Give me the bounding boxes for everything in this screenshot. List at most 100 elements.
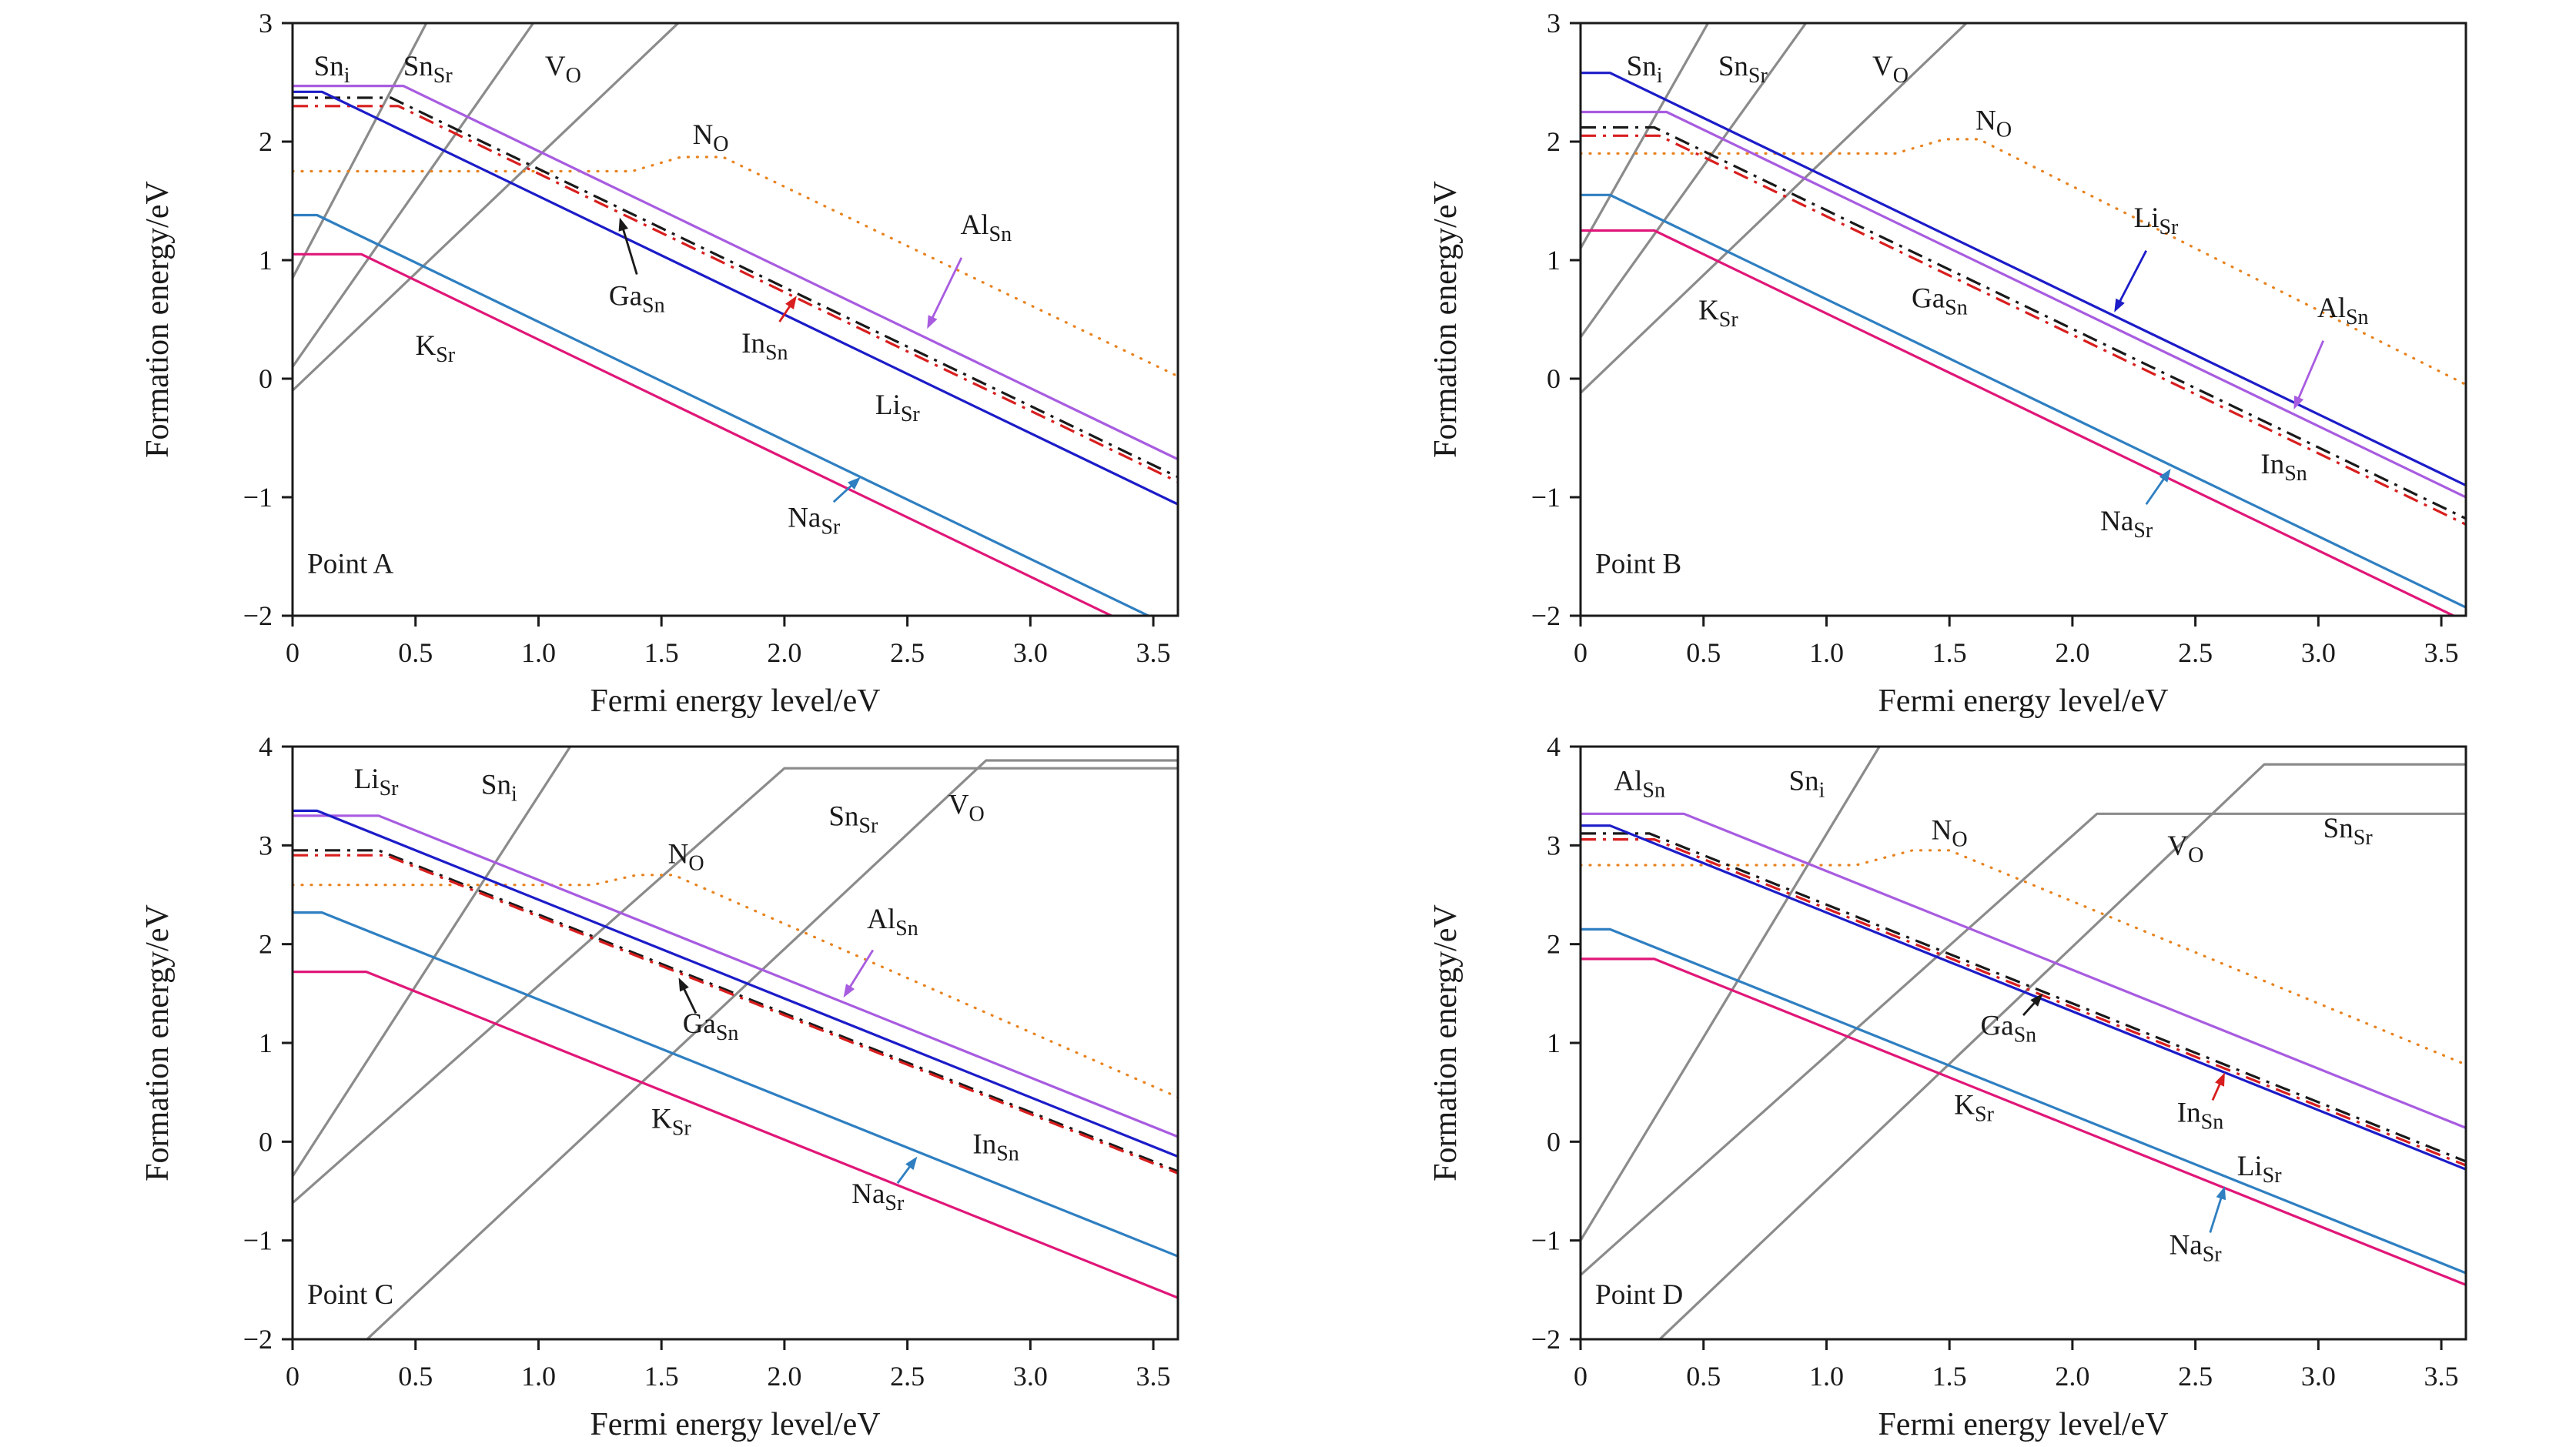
svg-text:NaSr: NaSr [2100, 506, 2153, 543]
svg-text:2.5: 2.5 [2178, 637, 2213, 668]
svg-text:−1: −1 [1531, 1225, 1561, 1256]
svg-text:LiSr: LiSr [354, 764, 399, 800]
svg-text:4: 4 [1547, 731, 1561, 762]
svg-text:InSn: InSn [741, 328, 788, 365]
svg-text:1: 1 [1547, 1028, 1561, 1058]
svg-text:−1: −1 [243, 1225, 273, 1256]
svg-text:3: 3 [259, 830, 273, 861]
svg-text:1.5: 1.5 [644, 637, 679, 668]
svg-text:3.0: 3.0 [1013, 637, 1048, 668]
svg-text:SnSr: SnSr [2323, 813, 2374, 850]
svg-text:−1: −1 [243, 482, 273, 513]
svg-text:NaSr: NaSr [2170, 1230, 2223, 1267]
svg-text:3.5: 3.5 [2424, 637, 2459, 668]
svg-text:Sni: Sni [1788, 765, 1825, 802]
svg-text:0: 0 [286, 637, 299, 668]
svg-text:InSn: InSn [972, 1129, 1019, 1166]
svg-text:AlSn: AlSn [867, 904, 918, 941]
svg-text:3: 3 [1547, 830, 1561, 861]
svg-text:SnSr: SnSr [403, 51, 453, 88]
svg-text:Fermi energy level/eV: Fermi energy level/eV [590, 1407, 880, 1442]
svg-text:−2: −2 [243, 600, 273, 631]
svg-text:1.0: 1.0 [521, 1361, 556, 1392]
svg-text:0: 0 [1547, 363, 1561, 394]
panel-point-a: 0 0.5 1.0 1.5 2.0 2.5 3.0 3.5 −2 −1 0 1 2 3 Fermi ener… [0, 0, 1288, 724]
formation-energy-chart-point-b: 0 0.5 1.0 1.5 2.0 2.5 3.0 3.5 −2 −1 0 1 2 3 Fermi ener… [1428, 8, 2467, 719]
svg-text:AlSn: AlSn [2317, 292, 2369, 329]
svg-text:VO: VO [545, 51, 581, 88]
svg-text:NO: NO [1975, 105, 2012, 142]
svg-text:0.5: 0.5 [1686, 1361, 1721, 1392]
svg-text:3.5: 3.5 [1136, 1361, 1171, 1392]
svg-text:Fermi energy level/eV: Fermi energy level/eV [590, 683, 880, 719]
svg-text:GaSn: GaSn [683, 1008, 739, 1045]
svg-text:0.5: 0.5 [398, 637, 433, 668]
svg-text:3.0: 3.0 [2301, 1361, 2336, 1392]
svg-text:InSn: InSn [2177, 1098, 2223, 1135]
svg-text:3.5: 3.5 [2424, 1361, 2459, 1392]
svg-text:Sni: Sni [481, 770, 517, 807]
svg-text:−1: −1 [1531, 482, 1561, 513]
svg-text:1.5: 1.5 [644, 1361, 679, 1392]
svg-text:Point C: Point C [307, 1279, 393, 1311]
svg-text:0: 0 [259, 363, 273, 394]
svg-text:AlSn: AlSn [961, 209, 1012, 246]
svg-text:VO: VO [948, 789, 985, 826]
svg-text:Sni: Sni [314, 51, 350, 88]
svg-text:1.0: 1.0 [1809, 637, 1844, 668]
svg-text:2.0: 2.0 [767, 637, 801, 668]
svg-text:NO: NO [668, 838, 704, 875]
svg-text:LiSr: LiSr [2134, 202, 2179, 239]
svg-text:0: 0 [259, 1126, 273, 1157]
svg-text:1.0: 1.0 [1809, 1361, 1844, 1392]
svg-text:InSn: InSn [2260, 449, 2307, 486]
svg-text:Formation energy/eV: Formation energy/eV [1428, 181, 1464, 458]
svg-text:0.5: 0.5 [1686, 637, 1721, 668]
svg-text:2: 2 [259, 929, 273, 960]
formation-energy-chart-point-a: 0 0.5 1.0 1.5 2.0 2.5 3.0 3.5 −2 −1 0 1 2 3 Fermi ener… [140, 8, 1179, 719]
svg-text:SnSr: SnSr [828, 801, 878, 838]
svg-text:−2: −2 [1531, 600, 1561, 631]
formation-energy-chart-point-d: 0 0.5 1.0 1.5 2.0 2.5 3.0 3.5 −2 −1 0 1 2 3 4 Fermi ene… [1428, 731, 2467, 1442]
svg-text:2.5: 2.5 [2178, 1361, 2213, 1392]
svg-text:2.5: 2.5 [890, 637, 925, 668]
svg-text:1: 1 [1547, 245, 1561, 276]
svg-text:2.0: 2.0 [2055, 1361, 2089, 1392]
svg-text:Formation energy/eV: Formation energy/eV [140, 904, 176, 1181]
formation-energy-chart-point-c: 0 0.5 1.0 1.5 2.0 2.5 3.0 3.5 −2 −1 0 1 2 3 4 Fermi ene… [140, 731, 1179, 1442]
svg-text:0: 0 [1574, 637, 1587, 668]
svg-text:1: 1 [259, 245, 273, 276]
svg-text:0: 0 [1574, 1361, 1587, 1392]
svg-text:−2: −2 [1531, 1324, 1561, 1355]
svg-text:2.5: 2.5 [890, 1361, 925, 1392]
panel-point-d: 0 0.5 1.0 1.5 2.0 2.5 3.0 3.5 −2 −1 0 1 2 3 4 Fermi ene… [1288, 724, 2576, 1447]
svg-text:Fermi energy level/eV: Fermi energy level/eV [1878, 1407, 2168, 1442]
svg-text:3: 3 [259, 8, 273, 38]
svg-text:−2: −2 [243, 1324, 273, 1355]
svg-text:GaSn: GaSn [609, 281, 665, 318]
svg-text:2: 2 [1547, 126, 1561, 157]
svg-text:NO: NO [1932, 815, 1968, 852]
svg-text:3.0: 3.0 [2301, 637, 2336, 668]
svg-text:NaSr: NaSr [851, 1178, 905, 1215]
svg-text:3.0: 3.0 [1013, 1361, 1048, 1392]
svg-text:KSr: KSr [415, 330, 455, 367]
svg-text:2.0: 2.0 [767, 1361, 801, 1392]
svg-text:AlSn: AlSn [1614, 765, 1665, 802]
svg-text:3: 3 [1547, 8, 1561, 38]
svg-text:0: 0 [286, 1361, 299, 1392]
svg-text:Point A: Point A [307, 549, 393, 580]
svg-text:1.5: 1.5 [1932, 637, 1967, 668]
panel-point-b: 0 0.5 1.0 1.5 2.0 2.5 3.0 3.5 −2 −1 0 1 2 3 Fermi ener… [1288, 0, 2576, 724]
svg-text:1: 1 [259, 1028, 273, 1058]
svg-text:LiSr: LiSr [2237, 1151, 2282, 1188]
svg-text:Sni: Sni [1627, 51, 1663, 88]
svg-text:2: 2 [259, 126, 273, 157]
svg-text:KSr: KSr [1698, 295, 1738, 332]
svg-text:VO: VO [2167, 830, 2203, 867]
svg-text:NaSr: NaSr [788, 503, 841, 540]
svg-text:3.5: 3.5 [1136, 637, 1171, 668]
panel-point-c: 0 0.5 1.0 1.5 2.0 2.5 3.0 3.5 −2 −1 0 1 2 3 4 Fermi ene… [0, 724, 1288, 1447]
svg-text:Formation energy/eV: Formation energy/eV [1428, 904, 1464, 1181]
